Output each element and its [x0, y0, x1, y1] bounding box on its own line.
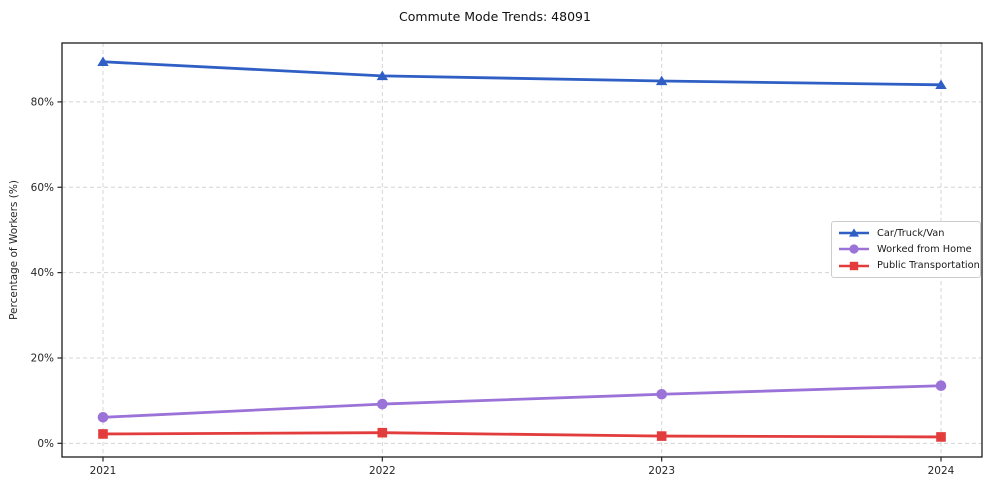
legend-sample-circle-icon [839, 244, 869, 255]
square-marker-icon [849, 261, 859, 271]
series-public-transportation-marker [936, 432, 946, 442]
series-worked-from-home-marker [377, 398, 388, 410]
y-tick-label: 20% [31, 352, 54, 364]
series-car-truck-van-marker [935, 79, 947, 90]
y-tick-label: 60% [31, 182, 54, 194]
legend-label: Public Transportation [877, 260, 980, 272]
legend-item-car-truck-van: Car/Truck/Van [838, 226, 974, 241]
circle-marker-icon [849, 244, 859, 255]
legend: Car/Truck/Van Worked from Home Public Tr… [831, 221, 981, 278]
series-public-transportation-marker [656, 431, 667, 441]
series-car-truck-van-marker [655, 75, 668, 86]
legend-label: Worked from Home [877, 243, 972, 255]
series-car-truck-van-marker [97, 56, 109, 66]
y-tick-label: 40% [31, 267, 54, 279]
x-tick-label: 2023 [648, 465, 675, 477]
legend-sample-triangle-icon [839, 228, 869, 237]
x-tick-label: 2021 [90, 465, 117, 477]
x-tick-label: 2022 [369, 465, 396, 477]
series-line-car-truck-van [101, 60, 943, 87]
legend-label: Car/Truck/Van [877, 227, 945, 239]
series-public-transportation-marker [377, 427, 388, 438]
y-tick-label: 80% [31, 96, 54, 108]
x-tick-label: 2024 [928, 465, 955, 477]
series-worked-from-home-marker [97, 412, 109, 423]
y-tick-label: 0% [37, 438, 54, 450]
triangle-up-marker-icon [849, 228, 859, 237]
series-worked-from-home-marker [935, 380, 947, 392]
series-line-worked-from-home [101, 384, 943, 419]
series-line-public-transportation [101, 431, 943, 439]
legend-item-worked-from-home: Worked from Home [838, 242, 974, 257]
legend-sample-square-icon [839, 261, 869, 271]
plot-border [61, 42, 983, 458]
legend-item-public-transportation: Public Transportation [838, 258, 980, 273]
series-car-truck-van-marker [376, 70, 389, 81]
series-worked-from-home-marker [656, 388, 667, 400]
series-public-transportation-marker [98, 429, 108, 439]
chart-title: Commute Mode Trends: 48091 [399, 9, 591, 24]
